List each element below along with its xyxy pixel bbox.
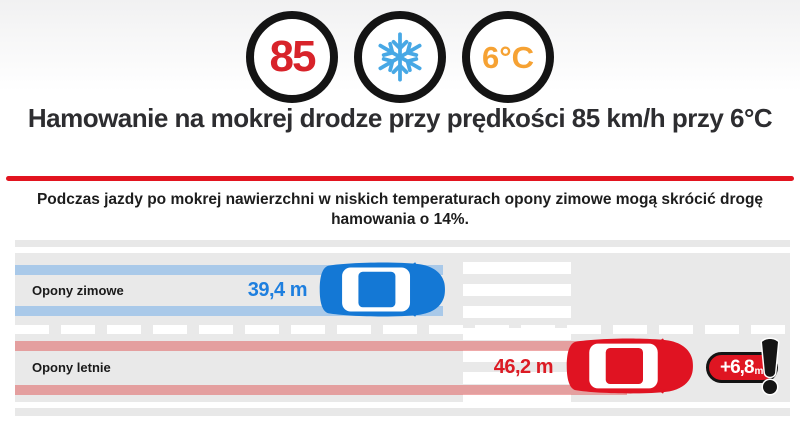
condition-badges: 85 6°C [0,11,800,103]
crossing-bar [463,328,571,340]
difference-value: +6,8 [720,357,755,378]
winter-tires-label: Opony zimowe [32,283,124,298]
page-title: Hamowanie na mokrej drodze przy prędkośc… [27,103,773,133]
road-shoulder-bottom [15,408,790,416]
crossing-bar [463,350,571,362]
road-surface: Opony zimowe 39,4 m Opony letnie 46,2 m [15,253,790,402]
summer-tires-label: Opony letnie [32,360,111,375]
summer-lane-stripe-top [15,341,627,351]
blue-car-icon [318,261,447,318]
crossing-bar [463,284,571,296]
crossing-bar [463,306,571,318]
pedestrian-crossing [463,262,571,402]
road-shoulder-top [15,240,790,247]
speed-limit-badge: 85 [246,11,338,103]
speed-value: 85 [269,32,317,81]
red-car-icon [565,337,695,395]
snowflake-icon [378,32,422,82]
lane-divider-dashes [15,325,790,334]
winter-distance-value: 39,4 m [247,279,308,301]
crossing-bar [463,262,571,274]
red-divider [6,176,794,181]
crossing-bar [463,394,571,402]
snowflake-badge [354,11,446,103]
temperature-badge: 6°C [462,11,554,103]
exclamation-icon [752,337,788,397]
subtitle-text: Podczas jazdy po mokrej nawierzchni w ni… [36,191,764,228]
summer-distance-value: 46,2 m [493,356,554,378]
summer-lane-stripe-bottom [15,385,627,395]
braking-distance-diagram: Opony zimowe 39,4 m Opony letnie 46,2 m [15,240,790,416]
crossing-bar [463,372,571,384]
temperature-value: 6°C [481,39,535,75]
winter-lane-stripe-bottom [15,306,443,316]
winter-lane-stripe-top [15,265,443,275]
difference-unit: m [754,365,764,377]
